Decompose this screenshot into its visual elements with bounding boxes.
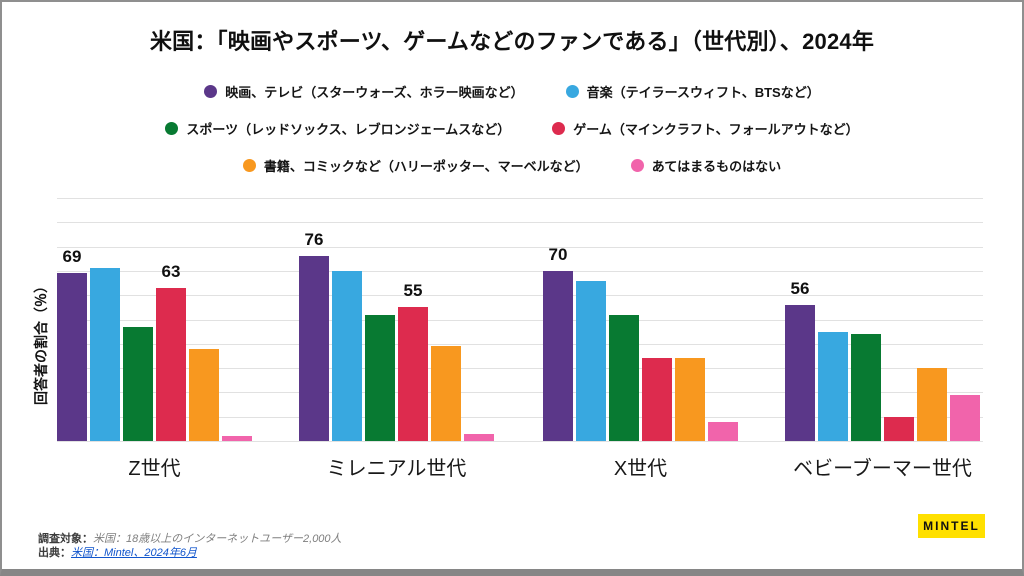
legend-marker-icon xyxy=(565,84,579,98)
legend-label: あてはまるものはない xyxy=(651,158,782,174)
legend-row: スポーツ（レッドソックス、レブロンジェームスなど） ゲーム（マインクラフト、フォー… xyxy=(0,118,1024,138)
bar-X世代-s3 xyxy=(642,358,672,441)
gridline xyxy=(57,247,983,248)
bar-X世代-s5 xyxy=(708,421,738,441)
legend-row: 書籍、コミックなど（ハリーポッター、マーベルなど） あてはまるものはない xyxy=(0,155,1024,175)
bar-ベビーブーマー世代-s0 xyxy=(785,304,815,441)
legend-item-1: 音楽（テイラースウィフト、BTSなど） xyxy=(565,82,820,101)
survey-target-label: 調査対象： xyxy=(38,533,93,545)
bar-Z世代-s5 xyxy=(222,436,252,441)
x-axis-label-0: Z世代 xyxy=(128,458,181,480)
legend-item-3: ゲーム（マインクラフト、フォールアウトなど） xyxy=(552,119,859,138)
source-line: 出典：米国：Mintel、2024年6月 xyxy=(38,546,342,560)
legend-item-2: スポーツ（レッドソックス、レブロンジェームスなど） xyxy=(165,119,510,138)
survey-target-text: 米国：18歳以上のインターネットユーザー2,000人 xyxy=(93,533,342,545)
bar-Z世代-s0 xyxy=(57,273,87,441)
legend-item-5: あてはまるものはない xyxy=(630,156,782,175)
legend-label: スポーツ（レッドソックス、レブロンジェームスなど） xyxy=(186,121,511,137)
gridline xyxy=(57,344,983,345)
bar-X世代-s0 xyxy=(543,270,573,441)
legend-row: 映画、テレビ（スターウォーズ、ホラー映画など） 音楽（テイラースウィフト、BTSな… xyxy=(0,81,1024,101)
legend-marker-icon xyxy=(242,158,256,172)
legend-marker-icon xyxy=(630,158,644,172)
bar-ミレニアル世代-s1 xyxy=(332,270,362,441)
gridline xyxy=(57,271,983,272)
chart-legend: 映画、テレビ（スターウォーズ、ホラー映画など） 音楽（テイラースウィフト、BTSな… xyxy=(0,81,1024,192)
x-axis-label-1: ミレニアル世代 xyxy=(326,458,467,480)
bar-value-label: 70 xyxy=(548,244,568,264)
bar-ミレニアル世代-s5 xyxy=(464,433,494,441)
legend-marker-icon xyxy=(165,121,179,135)
gridline xyxy=(57,368,983,369)
bar-Z世代-s4 xyxy=(189,348,219,441)
gridline xyxy=(57,198,983,199)
bar-value-label: 55 xyxy=(403,281,423,301)
bar-value-label: 69 xyxy=(62,247,82,267)
bar-ミレニアル世代-s0 xyxy=(299,256,329,441)
footer: 調査対象：米国：18歳以上のインターネットユーザー2,000人 出典：米国：Mi… xyxy=(38,532,342,560)
bar-Z世代-s3 xyxy=(156,287,186,441)
bar-ベビーブーマー世代-s2 xyxy=(851,334,881,441)
bar-ミレニアル世代-s4 xyxy=(431,346,461,441)
source-label: 出典： xyxy=(38,547,71,559)
gridline xyxy=(57,392,983,393)
bar-value-label: 76 xyxy=(304,230,324,250)
bar-X世代-s4 xyxy=(675,358,705,441)
bar-ベビーブーマー世代-s1 xyxy=(818,331,848,441)
bar-X世代-s1 xyxy=(576,280,606,441)
legend-item-0: 映画、テレビ（スターウォーズ、ホラー映画など） xyxy=(204,82,524,101)
bar-X世代-s2 xyxy=(609,314,639,441)
chart-title: 米国：「映画やスポーツ、ゲームなどのファンである」（世代別）、2024年 xyxy=(149,29,875,54)
legend-marker-icon xyxy=(204,84,218,98)
legend-label: ゲーム（マインクラフト、フォールアウトなど） xyxy=(573,121,859,137)
mintel-logo: MINTEL xyxy=(918,514,985,538)
gridline xyxy=(57,320,983,321)
gridline xyxy=(57,222,983,223)
bar-ミレニアル世代-s2 xyxy=(365,314,395,441)
bar-ベビーブーマー世代-s4 xyxy=(917,368,947,441)
legend-label: 映画、テレビ（スターウォーズ、ホラー映画など） xyxy=(225,84,524,100)
x-axis-label-2: X世代 xyxy=(613,458,668,480)
bar-Z世代-s1 xyxy=(90,268,120,441)
legend-marker-icon xyxy=(552,121,566,135)
bar-ミレニアル世代-s3 xyxy=(398,307,428,441)
bar-value-label: 63 xyxy=(161,261,181,281)
bar-value-label: 56 xyxy=(790,278,810,298)
gridline xyxy=(57,441,983,442)
gridline xyxy=(57,417,983,418)
legend-label: 音楽（テイラースウィフト、BTSなど） xyxy=(586,84,820,100)
legend-label: 書籍、コミックなど（ハリーポッター、マーベルなど） xyxy=(263,158,589,174)
survey-target-line: 調査対象：米国：18歳以上のインターネットユーザー2,000人 xyxy=(38,532,342,546)
legend-item-4: 書籍、コミックなど（ハリーポッター、マーベルなど） xyxy=(242,156,589,175)
source-link[interactable]: 米国：Mintel、2024年6月 xyxy=(71,547,197,559)
bar-ベビーブーマー世代-s5 xyxy=(950,394,980,441)
gridline xyxy=(57,295,983,296)
bar-ベビーブーマー世代-s3 xyxy=(884,416,914,441)
bar-Z世代-s2 xyxy=(123,326,153,441)
x-axis-label-3: ベビーブーマー世代 xyxy=(793,458,972,480)
